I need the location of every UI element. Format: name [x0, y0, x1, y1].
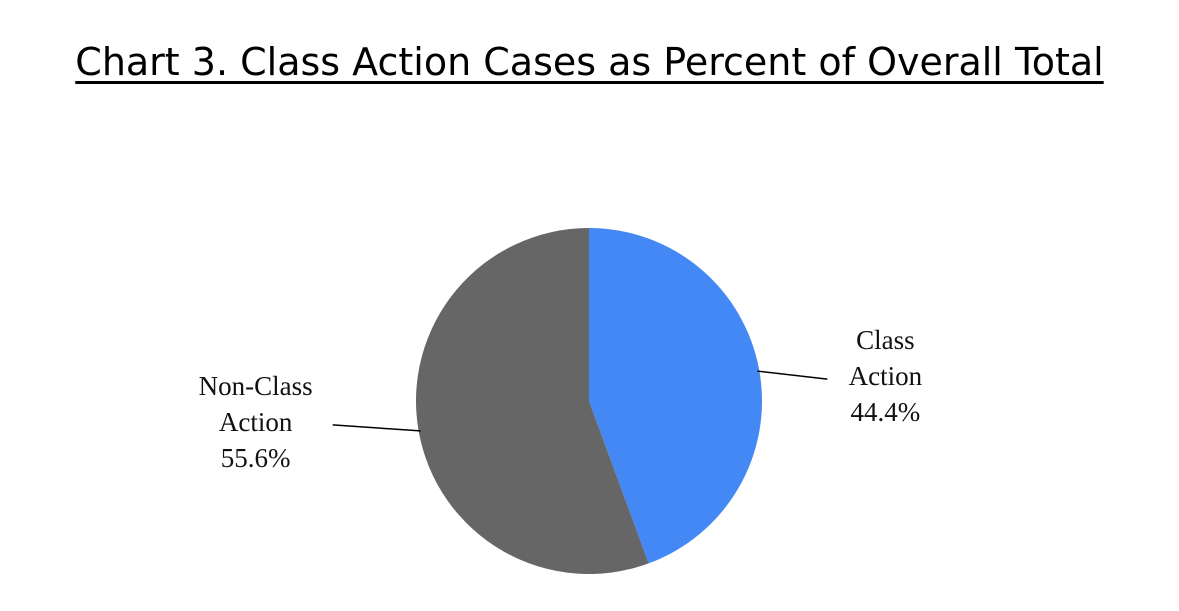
slice-label: Non-Class Action	[198, 370, 313, 437]
leader-line	[332, 424, 421, 432]
chart-title: Chart 3. Class Action Cases as Percent o…	[75, 40, 1104, 84]
pie-slice	[415, 228, 649, 574]
slice-value-label: 55.6%	[220, 442, 291, 473]
pie-slice	[589, 228, 762, 564]
leader-line	[757, 370, 828, 380]
slice-value-label: 44.4%	[850, 397, 921, 428]
slice-label: Class Action	[848, 325, 923, 392]
